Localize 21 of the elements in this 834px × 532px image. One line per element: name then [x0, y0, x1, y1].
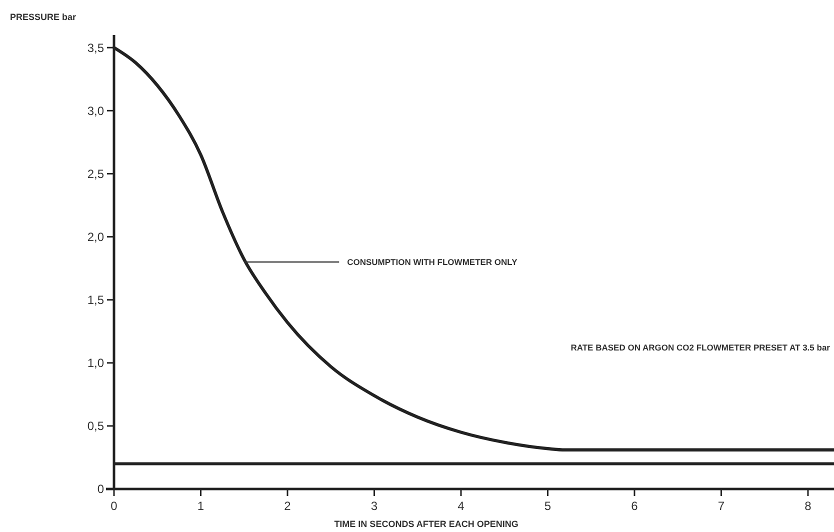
y-tick-label: 1,0 [87, 356, 104, 370]
x-tick-label: 5 [544, 499, 552, 513]
x-tick-label: 0 [110, 499, 118, 513]
annotation: RATE BASED ON ARGON CO2 FLOWMETER PRESET AT 3.5 bar [570, 342, 831, 352]
x-tick-label: 7 [718, 499, 725, 513]
x-tick-label: 1 [197, 499, 204, 513]
y-tick-label: 0,5 [87, 419, 104, 434]
y-axis-title: PRESSURE bar [10, 12, 77, 22]
x-tick-label: 3 [370, 499, 378, 513]
y-tick-label: 3,0 [87, 104, 104, 118]
annotation: CONSUMPTION WITH FLOWMETER ONLY [347, 256, 518, 267]
x-tick-label: 4 [458, 499, 465, 513]
x-tick-label: 6 [631, 499, 638, 513]
x-axis-title: TIME IN SECONDS AFTER EACH OPENING [334, 519, 518, 529]
y-tick-label: 1,5 [87, 293, 104, 308]
x-tick-label: 8 [804, 499, 812, 513]
y-tick-label: 2,0 [87, 230, 104, 244]
y-tick-label: 2,5 [87, 166, 104, 181]
y-tick-label: 0 [97, 482, 104, 496]
x-tick-label: 2 [284, 499, 292, 513]
y-tick-label: 3,5 [87, 40, 104, 55]
